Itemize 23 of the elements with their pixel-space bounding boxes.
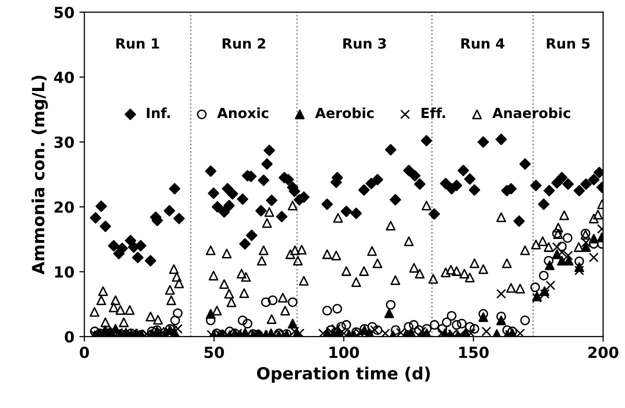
annotation: Run 5 <box>546 38 590 49</box>
x-tick-label: 0 <box>80 346 89 358</box>
legend-label: Aerobic <box>315 107 374 118</box>
legend-label: Anaerobic <box>492 107 570 118</box>
y-tick-label: 10 <box>55 266 74 278</box>
y-tick-label: 40 <box>54 72 74 84</box>
x-tick-label: 150 <box>459 346 489 358</box>
y-axis-title: Ammonia con. (mg/L) <box>32 76 48 274</box>
x-axis-title: Operation time (d) <box>257 366 430 383</box>
y-tick-label: 0 <box>64 331 74 343</box>
x-tick-label: 50 <box>204 346 224 358</box>
annotation: Run 4 <box>461 38 504 49</box>
legend-label: Eff. <box>422 107 446 118</box>
y-tick-label: 20 <box>54 201 74 213</box>
annotation: Run 3 <box>343 38 386 49</box>
x-tick-label: 100 <box>330 346 359 358</box>
annotation: Run 2 <box>222 38 266 49</box>
x-tick-label: 200 <box>588 346 618 358</box>
legend-label: Inf. <box>146 107 170 118</box>
annotation: Run 1 <box>116 38 160 49</box>
y-tick-label: 50 <box>54 6 74 18</box>
y-tick-label: 30 <box>54 136 74 148</box>
legend-label: Anoxic <box>217 107 268 118</box>
